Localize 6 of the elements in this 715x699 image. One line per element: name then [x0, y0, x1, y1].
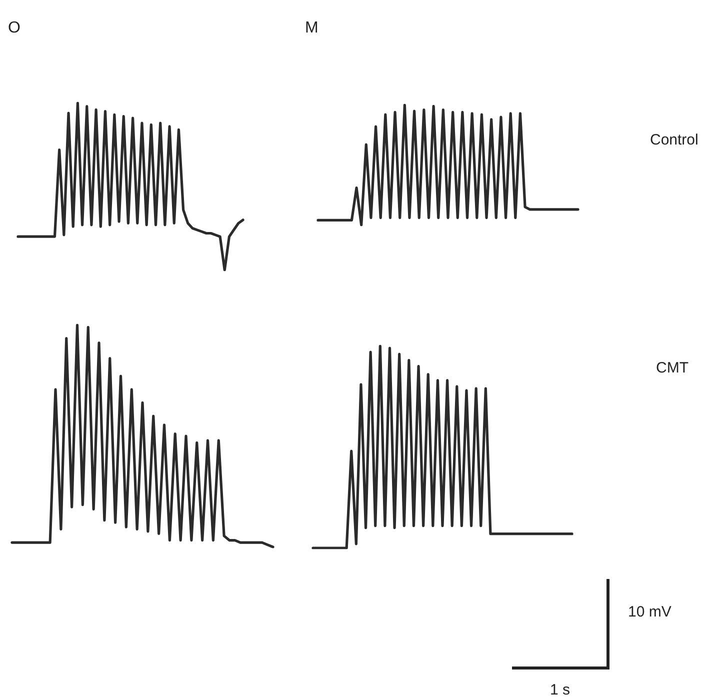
chart-title: M — [305, 20, 318, 36]
chart-title: O — [8, 20, 20, 36]
text: 10 mV — [628, 604, 672, 620]
text: 1 s — [550, 682, 570, 698]
text: Control — [650, 132, 698, 148]
text: CMT — [656, 360, 688, 376]
